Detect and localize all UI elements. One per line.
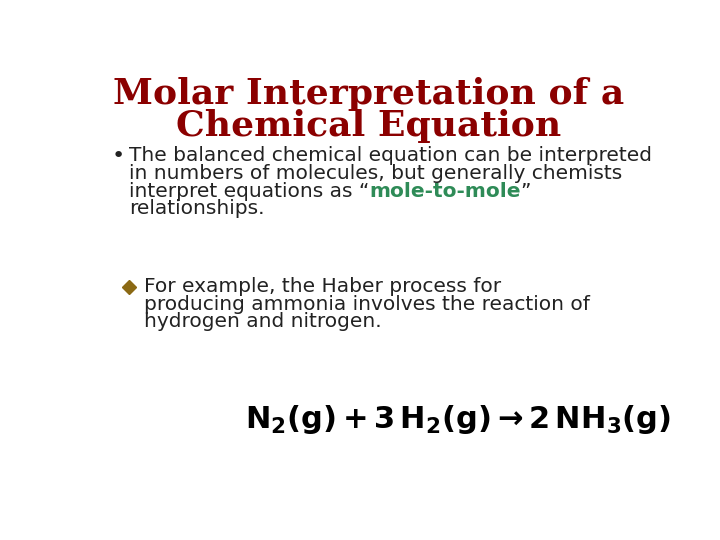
Text: mole-to-mole: mole-to-mole (369, 181, 521, 200)
Text: producing ammonia involves the reaction of: producing ammonia involves the reaction … (144, 295, 590, 314)
Text: For example, the Haber process for: For example, the Haber process for (144, 277, 501, 296)
Text: •: • (112, 146, 125, 166)
Text: ”: ” (521, 181, 531, 200)
Text: Chemical Equation: Chemical Equation (176, 110, 562, 144)
Text: $\mathbf{N_2(g)+3\,H_2(g)\rightarrow 2\,NH_3(g)}$: $\mathbf{N_2(g)+3\,H_2(g)\rightarrow 2\,… (245, 402, 671, 435)
Text: interpret equations as “: interpret equations as “ (129, 181, 369, 200)
Text: The balanced chemical equation can be interpreted: The balanced chemical equation can be in… (129, 146, 652, 165)
Text: hydrogen and nitrogen.: hydrogen and nitrogen. (144, 313, 382, 332)
Text: in numbers of molecules, but generally chemists: in numbers of molecules, but generally c… (129, 164, 622, 183)
Text: relationships.: relationships. (129, 199, 264, 218)
Text: Molar Interpretation of a: Molar Interpretation of a (113, 77, 625, 111)
